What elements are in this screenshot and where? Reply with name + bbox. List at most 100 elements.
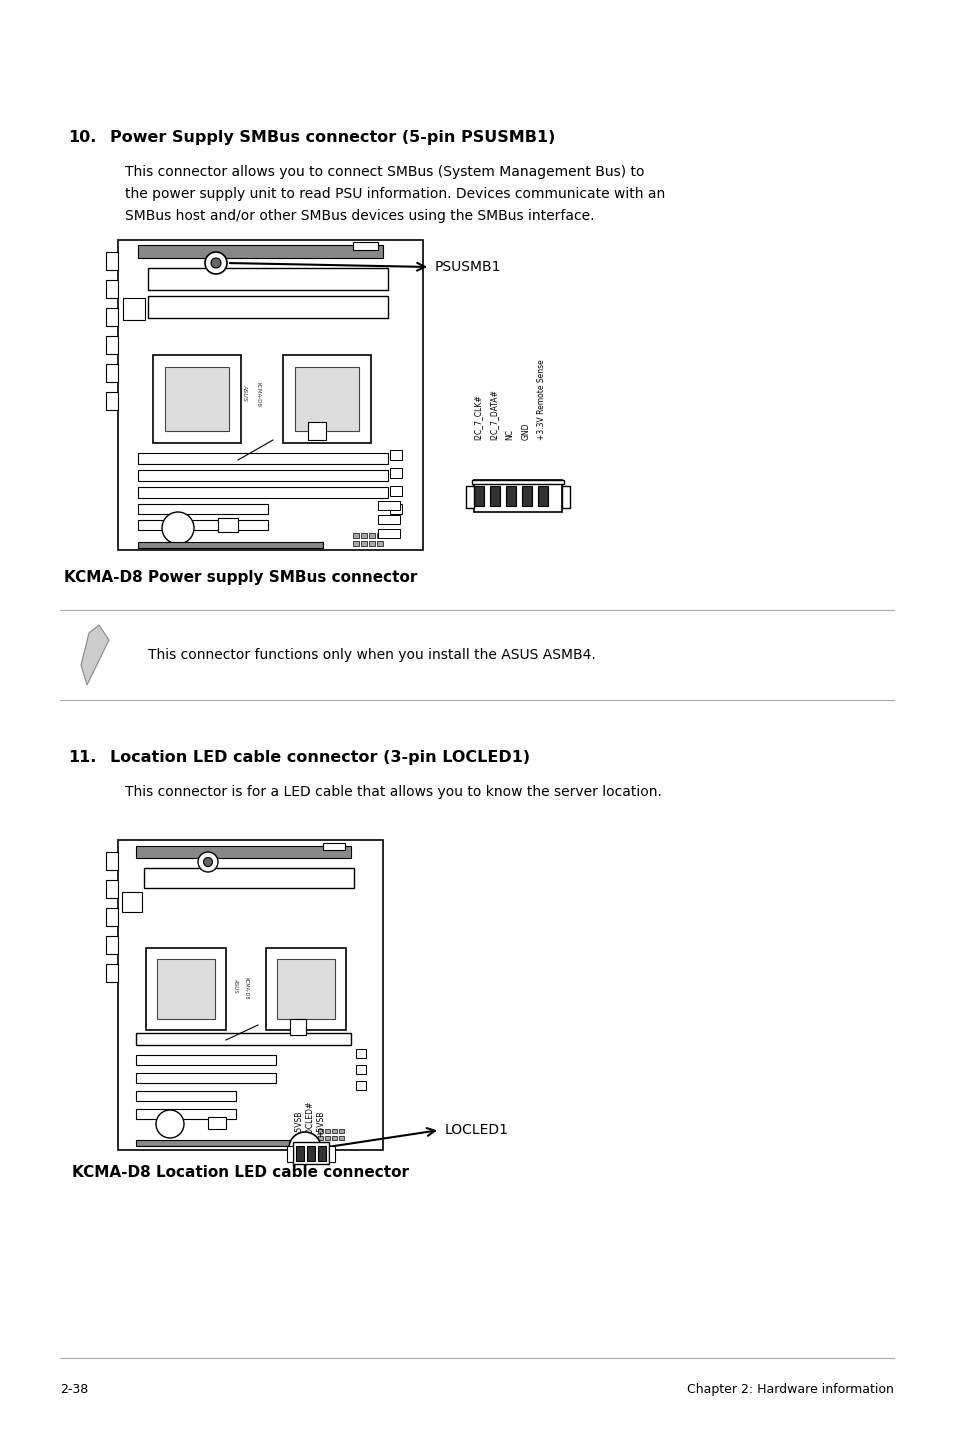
Bar bbox=[136, 1109, 235, 1119]
Bar bbox=[138, 244, 382, 257]
Bar bbox=[308, 421, 326, 440]
Text: NC: NC bbox=[505, 429, 514, 440]
Bar bbox=[136, 846, 351, 858]
Bar bbox=[218, 518, 237, 532]
Bar bbox=[472, 480, 563, 485]
Text: This connector functions only when you install the ASUS ASMB4.: This connector functions only when you i… bbox=[148, 649, 595, 661]
Bar bbox=[377, 500, 399, 510]
Text: I2C_7_DATA#: I2C_7_DATA# bbox=[489, 390, 498, 440]
Bar bbox=[138, 542, 323, 548]
Bar bbox=[376, 541, 382, 546]
Circle shape bbox=[205, 252, 227, 275]
Bar bbox=[355, 1048, 366, 1058]
Bar bbox=[360, 541, 367, 546]
Bar bbox=[148, 296, 388, 318]
Bar bbox=[353, 541, 358, 546]
Bar bbox=[106, 393, 118, 410]
Bar bbox=[106, 880, 118, 897]
Text: Power Supply SMBus connector (5-pin PSUSMB1): Power Supply SMBus connector (5-pin PSUS… bbox=[110, 129, 555, 145]
FancyArrowPatch shape bbox=[323, 1127, 435, 1148]
Bar bbox=[106, 936, 118, 953]
Polygon shape bbox=[81, 626, 109, 684]
Bar bbox=[136, 1073, 275, 1083]
Bar bbox=[317, 1136, 323, 1140]
Bar bbox=[266, 948, 346, 1030]
Bar bbox=[118, 840, 382, 1150]
Bar bbox=[106, 308, 118, 326]
Bar bbox=[293, 1142, 329, 1163]
Bar bbox=[287, 1146, 293, 1162]
Text: +3.3V Remote Sense: +3.3V Remote Sense bbox=[537, 360, 546, 440]
Circle shape bbox=[203, 857, 213, 867]
Text: This connector allows you to connect SMBus (System Management Bus) to: This connector allows you to connect SMB… bbox=[125, 165, 644, 178]
Bar bbox=[138, 453, 388, 464]
Text: 11.: 11. bbox=[68, 751, 96, 765]
Text: KCMA-D8: KCMA-D8 bbox=[243, 976, 248, 999]
Bar bbox=[377, 515, 399, 523]
Bar bbox=[338, 1129, 344, 1133]
Bar bbox=[136, 1091, 235, 1102]
Bar bbox=[307, 1146, 314, 1160]
Circle shape bbox=[156, 1110, 184, 1137]
Text: GND: GND bbox=[521, 423, 530, 440]
Text: This connector is for a LED cable that allows you to know the server location.: This connector is for a LED cable that a… bbox=[125, 785, 661, 800]
Bar bbox=[106, 907, 118, 926]
Bar bbox=[376, 533, 382, 538]
Bar bbox=[138, 503, 268, 513]
Bar bbox=[106, 963, 118, 982]
Bar bbox=[338, 1136, 344, 1140]
Bar bbox=[355, 1066, 366, 1074]
Text: ASUS: ASUS bbox=[242, 384, 247, 400]
Bar bbox=[377, 529, 399, 538]
Bar bbox=[317, 1146, 326, 1160]
Bar bbox=[390, 467, 401, 477]
Text: SMBus host and/or other SMBus devices using the SMBus interface.: SMBus host and/or other SMBus devices us… bbox=[125, 209, 594, 223]
Bar bbox=[369, 533, 375, 538]
Bar bbox=[122, 892, 142, 912]
Text: I2C_7_CLK#: I2C_7_CLK# bbox=[473, 394, 482, 440]
FancyArrowPatch shape bbox=[230, 263, 424, 270]
Bar bbox=[329, 1146, 335, 1162]
Bar bbox=[138, 487, 388, 498]
Bar bbox=[360, 533, 367, 538]
Bar bbox=[152, 355, 241, 443]
Bar bbox=[106, 280, 118, 298]
Circle shape bbox=[162, 512, 193, 544]
Text: +5VSB: +5VSB bbox=[294, 1110, 303, 1137]
Text: LOCLED#: LOCLED# bbox=[305, 1100, 314, 1137]
Text: KCMA-D8 Power supply SMBus connector: KCMA-D8 Power supply SMBus connector bbox=[64, 569, 416, 585]
Bar bbox=[317, 1129, 323, 1133]
Bar bbox=[521, 486, 532, 506]
Bar bbox=[369, 541, 375, 546]
Bar bbox=[474, 480, 561, 512]
Bar bbox=[118, 240, 422, 549]
Circle shape bbox=[211, 257, 221, 267]
Bar bbox=[561, 486, 569, 508]
Bar bbox=[537, 486, 547, 506]
Bar bbox=[146, 948, 226, 1030]
Bar bbox=[106, 851, 118, 870]
Bar bbox=[138, 521, 268, 531]
Bar bbox=[353, 242, 377, 250]
Circle shape bbox=[198, 851, 218, 871]
Bar bbox=[208, 1117, 226, 1129]
Bar bbox=[390, 503, 401, 513]
Bar bbox=[325, 1136, 330, 1140]
Text: +5VSB: +5VSB bbox=[316, 1110, 325, 1137]
Bar bbox=[294, 367, 358, 431]
Bar bbox=[106, 336, 118, 354]
Bar bbox=[332, 1129, 336, 1133]
Bar bbox=[332, 1136, 336, 1140]
Bar bbox=[490, 486, 499, 506]
Text: ASUS: ASUS bbox=[233, 978, 238, 992]
Bar bbox=[157, 959, 214, 1020]
Bar bbox=[136, 1055, 275, 1066]
Bar bbox=[465, 486, 474, 508]
Bar bbox=[390, 486, 401, 496]
Bar bbox=[290, 1020, 306, 1035]
Text: 2-38: 2-38 bbox=[60, 1383, 89, 1396]
Text: Chapter 2: Hardware information: Chapter 2: Hardware information bbox=[686, 1383, 893, 1396]
Bar bbox=[136, 1140, 295, 1146]
Text: PSUSMB1: PSUSMB1 bbox=[435, 260, 501, 275]
Bar bbox=[136, 1032, 351, 1045]
